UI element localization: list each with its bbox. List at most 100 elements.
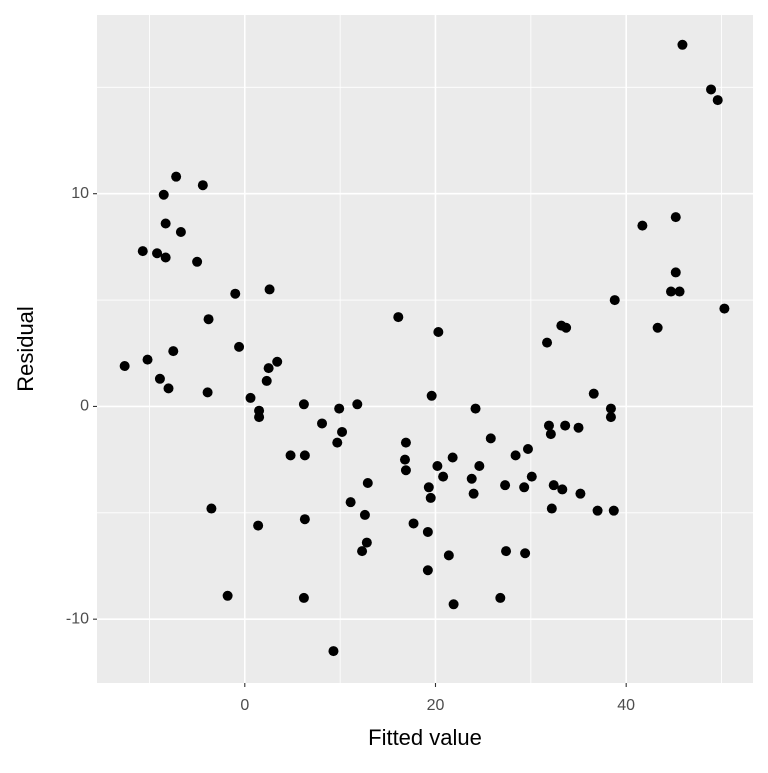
point <box>470 403 481 414</box>
point <box>468 488 479 499</box>
point <box>203 314 214 325</box>
y-axis-title: Residual <box>13 306 38 392</box>
x-tick-label: 0 <box>240 697 249 714</box>
point <box>542 337 553 348</box>
point <box>408 518 419 529</box>
point <box>501 546 512 557</box>
point <box>546 503 557 514</box>
point <box>137 246 148 257</box>
point <box>263 363 274 374</box>
point <box>160 252 171 263</box>
y-tick-label: -10 <box>66 610 89 627</box>
point <box>317 418 328 429</box>
point <box>706 84 717 95</box>
point <box>230 288 241 299</box>
point <box>426 390 437 401</box>
point <box>299 450 310 461</box>
point <box>674 286 685 297</box>
point <box>652 322 663 333</box>
point <box>522 443 533 454</box>
point <box>362 478 373 489</box>
point <box>719 303 730 314</box>
point <box>359 509 370 520</box>
point <box>332 437 343 448</box>
point <box>298 592 309 603</box>
point <box>575 488 586 499</box>
point <box>519 482 530 493</box>
point <box>163 383 174 394</box>
point <box>560 420 571 431</box>
point <box>438 471 449 482</box>
point <box>666 286 676 297</box>
point <box>422 526 433 537</box>
point <box>352 399 363 410</box>
point <box>670 267 681 278</box>
point <box>545 429 556 440</box>
point <box>425 492 436 503</box>
point <box>432 461 443 472</box>
point <box>245 392 256 403</box>
point <box>175 226 186 237</box>
point <box>399 454 410 465</box>
point <box>588 388 599 399</box>
point <box>234 341 245 352</box>
point <box>361 537 372 548</box>
point <box>119 361 130 372</box>
point <box>548 480 559 491</box>
point <box>253 520 264 531</box>
point <box>254 412 265 423</box>
point <box>197 180 208 191</box>
point <box>298 399 309 410</box>
point <box>168 346 179 357</box>
point <box>605 403 616 414</box>
point <box>526 471 537 482</box>
point <box>158 189 169 200</box>
point <box>712 95 723 106</box>
point <box>285 450 296 461</box>
point <box>510 450 521 461</box>
point <box>154 373 165 384</box>
point <box>261 375 272 386</box>
point <box>677 39 688 50</box>
point <box>299 514 310 525</box>
point <box>423 482 434 493</box>
point <box>495 592 506 603</box>
point <box>637 220 648 231</box>
point <box>222 590 233 601</box>
x-tick-label: 20 <box>427 697 445 714</box>
point <box>393 312 404 323</box>
point <box>142 354 153 365</box>
panel <box>97 15 753 683</box>
point <box>433 326 444 337</box>
point <box>592 505 603 516</box>
x-axis-title: Fitted value <box>368 725 482 750</box>
point <box>443 550 454 561</box>
point <box>543 420 554 431</box>
x-tick-label: 40 <box>617 697 635 714</box>
point <box>337 426 348 437</box>
point <box>466 473 477 484</box>
point <box>160 218 171 229</box>
point <box>206 503 217 514</box>
point <box>609 295 620 306</box>
point <box>608 505 619 516</box>
point <box>264 284 275 295</box>
point <box>605 412 616 423</box>
point <box>328 646 339 657</box>
point <box>485 433 496 444</box>
point <box>202 387 213 398</box>
point <box>520 548 531 559</box>
y-tick-label: 0 <box>80 398 89 415</box>
point <box>357 546 368 557</box>
y-tick-label: 10 <box>71 185 89 202</box>
point <box>573 422 584 433</box>
point <box>447 452 458 463</box>
point <box>272 356 283 367</box>
point <box>400 437 411 448</box>
point <box>192 256 203 267</box>
point <box>448 599 459 610</box>
point <box>334 403 345 414</box>
point <box>561 322 572 333</box>
point <box>500 480 511 491</box>
